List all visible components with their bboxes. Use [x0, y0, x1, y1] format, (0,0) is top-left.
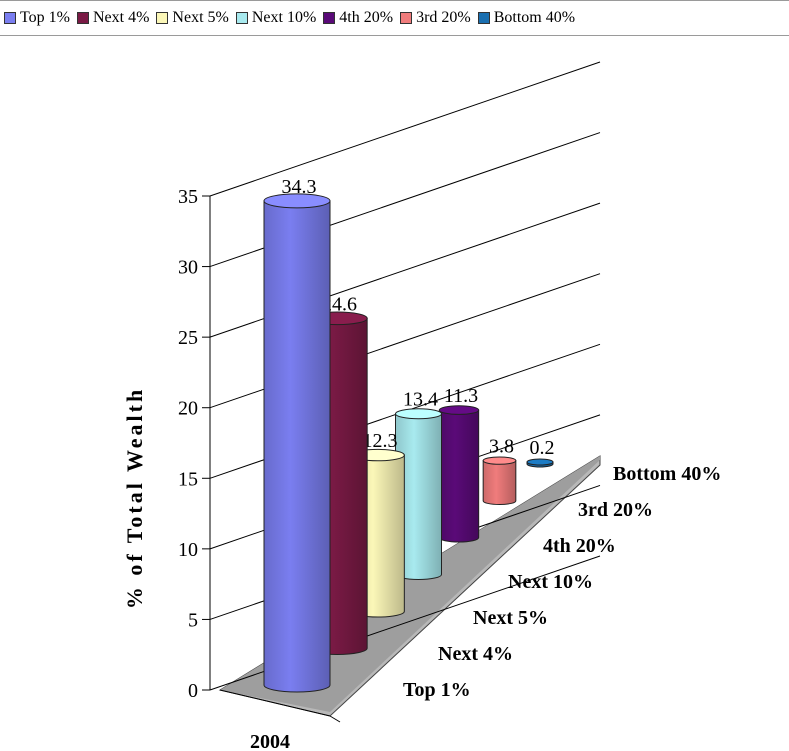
data-label: 3.8 — [489, 436, 514, 458]
depth-axis-label: 4th 20% — [543, 535, 616, 557]
legend-label: Bottom 40% — [493, 9, 576, 26]
y-tick-label: 25 — [178, 327, 198, 349]
chart-legend: Top 1% Next 4% Next 5% Next 10% 4th 20% 3rd 2… — [0, 0, 789, 36]
depth-axis-label: Next 10% — [508, 571, 593, 593]
legend-item: 3rd 20% — [400, 9, 471, 27]
y-axis-label: % of Total Wealth — [122, 387, 147, 609]
depth-axis-label: Bottom 40% — [613, 463, 721, 485]
legend-swatch — [156, 12, 169, 24]
bar-cylinder — [263, 200, 331, 693]
legend-swatch — [477, 12, 490, 24]
data-label: 11.3 — [444, 385, 478, 407]
legend-item: Next 10% — [235, 9, 317, 27]
depth-axis-label: 3rd 20% — [578, 499, 653, 521]
legend-item: Top 1% — [4, 9, 70, 27]
y-tick-label: 30 — [178, 257, 198, 279]
legend-label: Top 1% — [20, 9, 70, 26]
legend-item: Next 4% — [76, 9, 150, 27]
y-tick-label: 10 — [178, 539, 198, 561]
bar-top — [438, 405, 480, 415]
y-tick-label: 0 — [188, 680, 198, 702]
data-label: 12.3 — [363, 430, 398, 452]
legend-label: Next 5% — [172, 9, 229, 26]
legend-swatch — [400, 12, 413, 24]
data-label: 34.3 — [282, 176, 317, 198]
x-axis-line — [219, 689, 331, 717]
y-tick-label: 20 — [178, 398, 198, 420]
x-tick-label: 2004 — [250, 731, 290, 751]
bar-top — [526, 458, 554, 466]
data-label: 0.2 — [530, 437, 555, 459]
bar-top — [395, 408, 442, 420]
legend-label: Next 10% — [251, 9, 317, 26]
legend-label: 4th 20% — [339, 9, 394, 26]
data-label: 24.6 — [322, 293, 357, 315]
legend-item: Next 5% — [156, 9, 229, 27]
x-axis-tick — [329, 715, 341, 723]
data-label: 13.4 — [403, 389, 438, 411]
chart-plot: 2004 % of Total Wealth 0 5 10 15 20 25 30 35 Bo… — [122, 61, 721, 751]
legend-swatch — [235, 12, 248, 24]
depth-axis-label: Next 5% — [473, 607, 548, 629]
legend-label: 3rd 20% — [416, 9, 471, 26]
legend-swatch — [323, 12, 336, 24]
bar-top — [482, 456, 517, 465]
legend-item: Bottom 40% — [477, 9, 576, 27]
legend-item: 4th 20% — [323, 9, 393, 27]
depth-axis-label: Top 1% — [403, 679, 471, 701]
gridline — [209, 61, 601, 197]
legend-swatch — [76, 12, 89, 24]
y-tick-label: 15 — [178, 468, 198, 490]
legend-swatch — [4, 12, 16, 24]
legend-label: Next 4% — [92, 9, 150, 26]
bar-cylinder — [438, 409, 480, 543]
y-tick-label: 5 — [188, 609, 198, 631]
bar-top — [263, 193, 331, 209]
bar-cylinder — [482, 460, 517, 505]
depth-axis-label: Next 4% — [438, 643, 513, 665]
y-tick-label: 35 — [178, 186, 198, 208]
